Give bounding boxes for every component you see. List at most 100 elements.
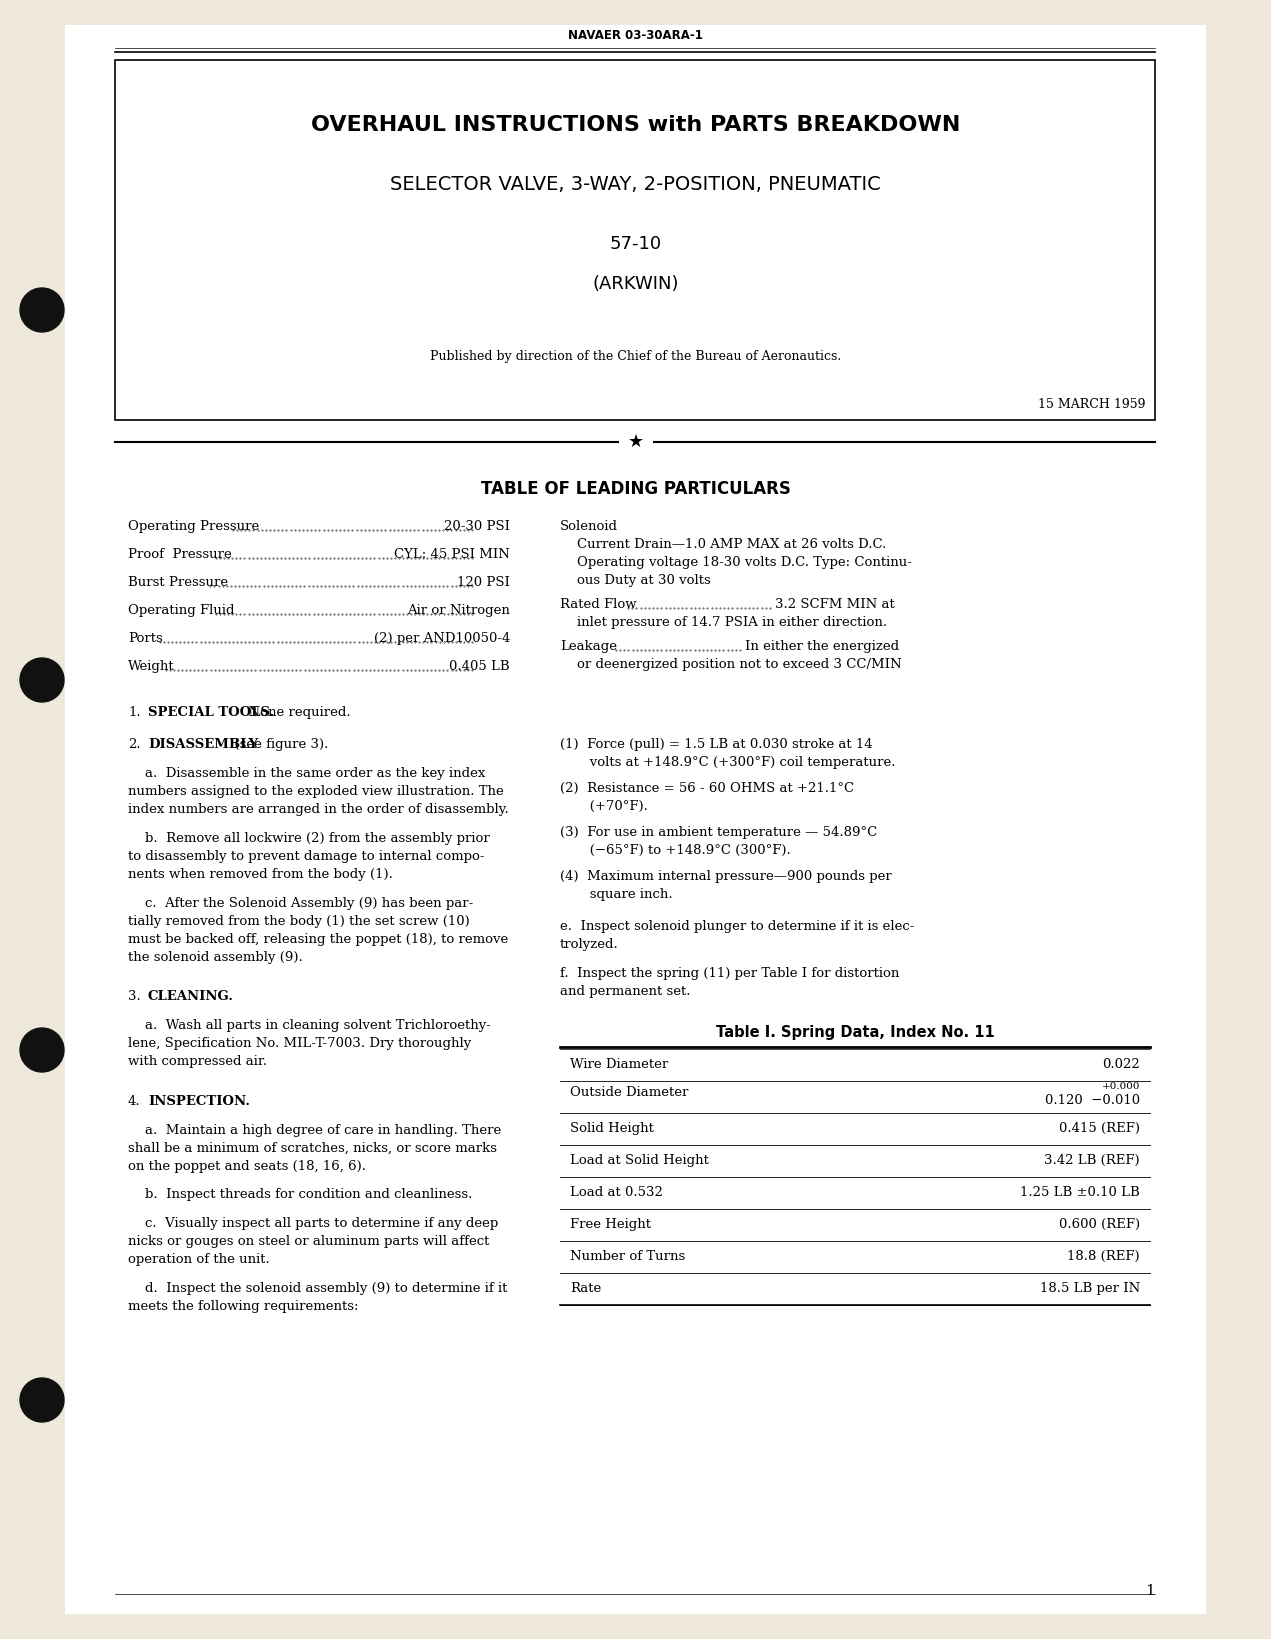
- Text: trolyzed.: trolyzed.: [561, 939, 619, 951]
- Text: In either the energized: In either the energized: [745, 639, 899, 652]
- Text: 0.120  −0.010: 0.120 −0.010: [1045, 1095, 1140, 1108]
- Text: Load at Solid Height: Load at Solid Height: [569, 1154, 709, 1167]
- Text: (3)  For use in ambient temperature — 54.89°C: (3) For use in ambient temperature — 54.…: [561, 826, 877, 839]
- Text: (1)  Force (pull) = 1.5 LB at 0.030 stroke at 14: (1) Force (pull) = 1.5 LB at 0.030 strok…: [561, 739, 873, 751]
- Text: b.  Inspect threads for condition and cleanliness.: b. Inspect threads for condition and cle…: [128, 1188, 473, 1201]
- Text: Solenoid: Solenoid: [561, 520, 618, 533]
- Text: a.  Wash all parts in cleaning solvent Trichloroethy-: a. Wash all parts in cleaning solvent Tr…: [128, 1019, 491, 1033]
- Text: 18.5 LB per IN: 18.5 LB per IN: [1040, 1282, 1140, 1295]
- Text: tially removed from the body (1) the set screw (10): tially removed from the body (1) the set…: [128, 915, 470, 928]
- Text: Published by direction of the Chief of the Bureau of Aeronautics.: Published by direction of the Chief of t…: [430, 351, 841, 362]
- Text: Ports: Ports: [128, 633, 163, 646]
- Text: Solid Height: Solid Height: [569, 1123, 653, 1136]
- Text: Rated Flow: Rated Flow: [561, 598, 637, 611]
- Circle shape: [20, 1378, 64, 1423]
- Text: Proof  Pressure: Proof Pressure: [128, 547, 231, 561]
- Text: Operating Fluid: Operating Fluid: [128, 605, 235, 616]
- Text: Operating voltage 18-30 volts D.C. Type: Continu-: Operating voltage 18-30 volts D.C. Type:…: [561, 556, 911, 569]
- Text: nicks or gouges on steel or aluminum parts will affect: nicks or gouges on steel or aluminum par…: [128, 1236, 489, 1249]
- Text: the solenoid assembly (9).: the solenoid assembly (9).: [128, 951, 302, 964]
- Text: (4)  Maximum internal pressure—900 pounds per: (4) Maximum internal pressure—900 pounds…: [561, 870, 892, 883]
- Text: must be backed off, releasing the poppet (18), to remove: must be backed off, releasing the poppet…: [128, 933, 508, 946]
- Text: Burst Pressure: Burst Pressure: [128, 575, 228, 588]
- Text: Air or Nitrogen: Air or Nitrogen: [407, 605, 510, 616]
- Text: meets the following requirements:: meets the following requirements:: [128, 1300, 358, 1313]
- Text: Rate: Rate: [569, 1282, 601, 1295]
- Text: (ARKWIN): (ARKWIN): [592, 275, 679, 293]
- Text: 3.: 3.: [128, 990, 141, 1003]
- Text: Number of Turns: Number of Turns: [569, 1251, 685, 1264]
- Text: 3.42 LB (REF): 3.42 LB (REF): [1045, 1154, 1140, 1167]
- Text: a.  Maintain a high degree of care in handling. There: a. Maintain a high degree of care in han…: [128, 1124, 501, 1136]
- Text: with compressed air.: with compressed air.: [128, 1056, 267, 1069]
- Text: b.  Remove all lockwire (2) from the assembly prior: b. Remove all lockwire (2) from the asse…: [128, 833, 489, 846]
- Text: shall be a minimum of scratches, nicks, or score marks: shall be a minimum of scratches, nicks, …: [128, 1142, 497, 1154]
- Text: or deenergized position not to exceed 3 CC/MIN: or deenergized position not to exceed 3 …: [561, 657, 901, 670]
- Text: ous Duty at 30 volts: ous Duty at 30 volts: [561, 574, 710, 587]
- Text: 15 MARCH 1959: 15 MARCH 1959: [1037, 398, 1145, 411]
- Text: 120 PSI: 120 PSI: [458, 575, 510, 588]
- Text: 18.8 (REF): 18.8 (REF): [1068, 1251, 1140, 1264]
- Text: NAVAER 03-30ARA-1: NAVAER 03-30ARA-1: [568, 30, 703, 43]
- Text: c.  Visually inspect all parts to determine if any deep: c. Visually inspect all parts to determi…: [128, 1218, 498, 1231]
- Text: Weight: Weight: [128, 661, 174, 674]
- Text: lene, Specification No. MIL-T-7003. Dry thoroughly: lene, Specification No. MIL-T-7003. Dry …: [128, 1037, 472, 1051]
- Text: (2)  Resistance = 56 - 60 OHMS at +21.1°C: (2) Resistance = 56 - 60 OHMS at +21.1°C: [561, 782, 854, 795]
- Bar: [114, 61, 1155, 420]
- Circle shape: [20, 288, 64, 333]
- Text: CYL: 45 PSI MIN: CYL: 45 PSI MIN: [394, 547, 510, 561]
- Text: index numbers are arranged in the order of disassembly.: index numbers are arranged in the order …: [128, 803, 508, 816]
- Text: 0.022: 0.022: [1102, 1059, 1140, 1072]
- Text: c.  After the Solenoid Assembly (9) has been par-: c. After the Solenoid Assembly (9) has b…: [128, 897, 473, 910]
- Text: and permanent set.: and permanent set.: [561, 985, 690, 998]
- Text: (see figure 3).: (see figure 3).: [226, 739, 328, 751]
- Text: Load at 0.532: Load at 0.532: [569, 1187, 663, 1200]
- Text: e.  Inspect solenoid plunger to determine if it is elec-: e. Inspect solenoid plunger to determine…: [561, 921, 914, 933]
- Text: 0.405 LB: 0.405 LB: [450, 661, 510, 674]
- Text: (+70°F).: (+70°F).: [561, 800, 648, 813]
- Text: SPECIAL TOOLS.: SPECIAL TOOLS.: [147, 706, 275, 720]
- Text: Free Height: Free Height: [569, 1218, 651, 1231]
- Text: 1.25 LB ±0.10 LB: 1.25 LB ±0.10 LB: [1021, 1187, 1140, 1200]
- Text: to disassembly to prevent damage to internal compo-: to disassembly to prevent damage to inte…: [128, 851, 484, 864]
- Text: 4.: 4.: [128, 1095, 141, 1108]
- Text: operation of the unit.: operation of the unit.: [128, 1254, 269, 1267]
- Text: DISASSEMBLY: DISASSEMBLY: [147, 739, 258, 751]
- Text: a.  Disassemble in the same order as the key index: a. Disassemble in the same order as the …: [128, 767, 486, 780]
- Text: square inch.: square inch.: [561, 888, 672, 901]
- Text: +0.000: +0.000: [1102, 1082, 1140, 1092]
- Circle shape: [20, 1028, 64, 1072]
- Text: Operating Pressure: Operating Pressure: [128, 520, 259, 533]
- Text: 3.2 SCFM MIN at: 3.2 SCFM MIN at: [775, 598, 895, 611]
- Text: OVERHAUL INSTRUCTIONS with PARTS BREAKDOWN: OVERHAUL INSTRUCTIONS with PARTS BREAKDO…: [311, 115, 960, 134]
- Text: ★: ★: [628, 433, 643, 451]
- Text: numbers assigned to the exploded view illustration. The: numbers assigned to the exploded view il…: [128, 785, 503, 798]
- Text: Table I. Spring Data, Index No. 11: Table I. Spring Data, Index No. 11: [716, 1024, 994, 1039]
- Text: 2.: 2.: [128, 739, 141, 751]
- Circle shape: [20, 657, 64, 701]
- Text: 1.: 1.: [128, 706, 141, 720]
- Text: None required.: None required.: [240, 706, 351, 720]
- Text: Wire Diameter: Wire Diameter: [569, 1059, 669, 1072]
- Text: Outside Diameter: Outside Diameter: [569, 1087, 689, 1100]
- Text: TABLE OF LEADING PARTICULARS: TABLE OF LEADING PARTICULARS: [480, 480, 791, 498]
- Text: on the poppet and seats (18, 16, 6).: on the poppet and seats (18, 16, 6).: [128, 1160, 366, 1172]
- Text: 1: 1: [1145, 1583, 1155, 1598]
- Text: 0.415 (REF): 0.415 (REF): [1059, 1123, 1140, 1136]
- Text: 57-10: 57-10: [609, 234, 662, 252]
- Text: inlet pressure of 14.7 PSIA in either direction.: inlet pressure of 14.7 PSIA in either di…: [561, 616, 887, 629]
- Text: INSPECTION.: INSPECTION.: [147, 1095, 250, 1108]
- Text: (2) per AND10050-4: (2) per AND10050-4: [374, 633, 510, 646]
- Text: volts at +148.9°C (+300°F) coil temperature.: volts at +148.9°C (+300°F) coil temperat…: [561, 757, 896, 769]
- Text: 0.600 (REF): 0.600 (REF): [1059, 1218, 1140, 1231]
- Text: nents when removed from the body (1).: nents when removed from the body (1).: [128, 869, 393, 882]
- Text: CLEANING.: CLEANING.: [147, 990, 234, 1003]
- Text: Current Drain—1.0 AMP MAX at 26 volts D.C.: Current Drain—1.0 AMP MAX at 26 volts D.…: [561, 538, 886, 551]
- Text: d.  Inspect the solenoid assembly (9) to determine if it: d. Inspect the solenoid assembly (9) to …: [128, 1282, 507, 1295]
- Text: f.  Inspect the spring (11) per Table I for distortion: f. Inspect the spring (11) per Table I f…: [561, 967, 900, 980]
- Text: SELECTOR VALVE, 3-WAY, 2-POSITION, PNEUMATIC: SELECTOR VALVE, 3-WAY, 2-POSITION, PNEUM…: [390, 175, 881, 193]
- Bar: [65, 25, 1206, 1614]
- Text: (−65°F) to +148.9°C (300°F).: (−65°F) to +148.9°C (300°F).: [561, 844, 791, 857]
- Text: 20-30 PSI: 20-30 PSI: [444, 520, 510, 533]
- Text: Leakage: Leakage: [561, 639, 616, 652]
